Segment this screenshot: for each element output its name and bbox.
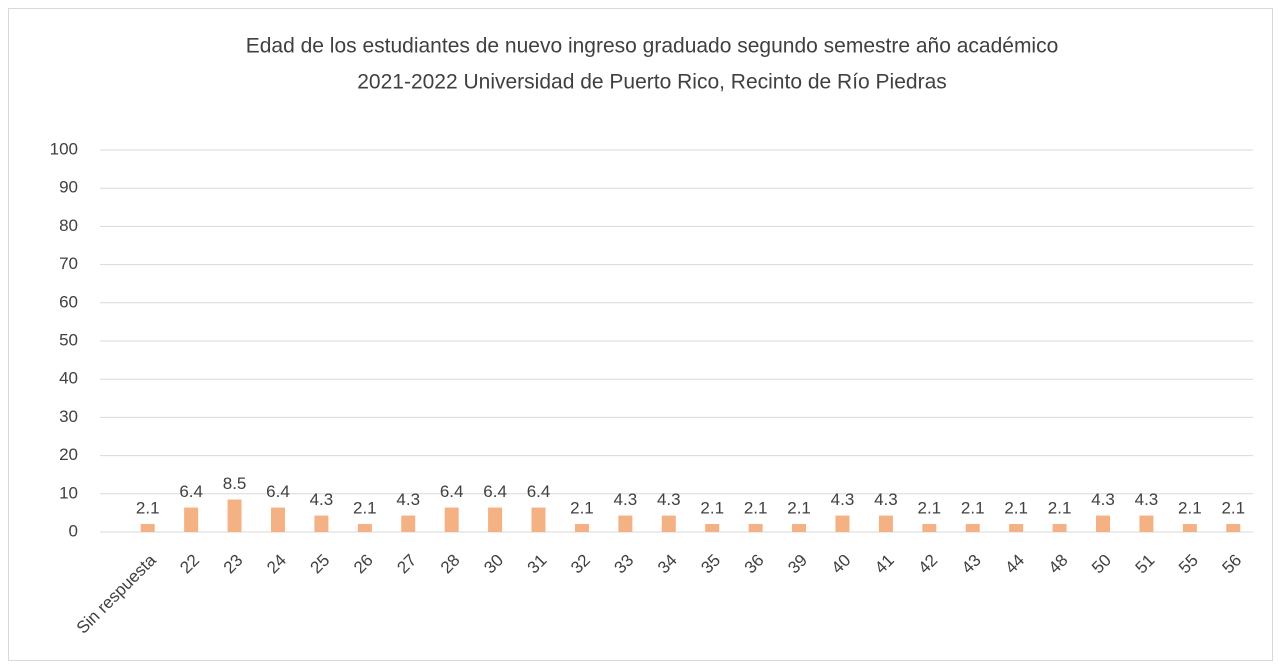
bar xyxy=(1052,523,1067,532)
data-label: 2.1 xyxy=(1221,498,1245,517)
bar xyxy=(1182,523,1197,532)
bar xyxy=(314,515,329,532)
bar xyxy=(140,523,155,532)
bar xyxy=(227,499,242,532)
y-tick-label: 40 xyxy=(59,369,78,388)
data-label: 2.1 xyxy=(1178,498,1202,517)
y-tick-label: 20 xyxy=(59,445,78,464)
y-tick-label: 0 xyxy=(69,521,78,540)
bar xyxy=(531,507,546,532)
data-label: 6.4 xyxy=(266,482,290,501)
bar xyxy=(184,507,199,532)
y-tick-label: 70 xyxy=(59,254,78,273)
bar xyxy=(705,523,720,532)
data-label: 4.3 xyxy=(1091,490,1115,509)
bar xyxy=(1096,515,1111,532)
data-label: 4.3 xyxy=(310,490,334,509)
bar xyxy=(922,523,937,532)
bar xyxy=(401,515,416,532)
bar xyxy=(618,515,633,532)
y-tick-label: 90 xyxy=(59,178,78,197)
y-tick-label: 80 xyxy=(59,216,78,235)
data-label: 6.4 xyxy=(483,482,507,501)
bar xyxy=(1139,515,1154,532)
bar xyxy=(488,507,503,532)
y-tick-label: 30 xyxy=(59,407,78,426)
data-label: 4.3 xyxy=(657,490,681,509)
bar xyxy=(792,523,807,532)
y-tick-label: 10 xyxy=(59,483,78,502)
data-label: 4.3 xyxy=(614,490,638,509)
bar xyxy=(574,523,589,532)
data-label: 6.4 xyxy=(440,482,464,501)
chart-frame xyxy=(8,8,1273,661)
bar xyxy=(835,515,850,532)
data-label: 2.1 xyxy=(700,498,724,517)
data-label: 2.1 xyxy=(787,498,811,517)
bar xyxy=(1009,523,1024,532)
data-label: 4.3 xyxy=(874,490,898,509)
data-label: 2.1 xyxy=(570,498,594,517)
data-label: 2.1 xyxy=(744,498,768,517)
bar xyxy=(357,523,372,532)
data-label: 4.3 xyxy=(396,490,420,509)
data-label: 2.1 xyxy=(1004,498,1028,517)
bar xyxy=(965,523,980,532)
y-tick-label: 60 xyxy=(59,292,78,311)
data-label: 6.4 xyxy=(527,482,551,501)
bar xyxy=(444,507,459,532)
chart-title: 2021-2022 Universidad de Puerto Rico, Re… xyxy=(357,71,947,94)
bar xyxy=(878,515,893,532)
data-label: 2.1 xyxy=(918,498,942,517)
data-label: 2.1 xyxy=(136,498,160,517)
data-label: 2.1 xyxy=(1048,498,1072,517)
data-label: 2.1 xyxy=(961,498,985,517)
data-label: 4.3 xyxy=(831,490,855,509)
data-label: 4.3 xyxy=(1135,490,1159,509)
data-label: 6.4 xyxy=(179,482,203,501)
data-label: 8.5 xyxy=(223,474,247,493)
bar xyxy=(1226,523,1241,532)
y-tick-label: 100 xyxy=(50,139,78,158)
bar xyxy=(661,515,676,532)
data-label: 2.1 xyxy=(353,498,377,517)
bar xyxy=(270,507,285,532)
bar xyxy=(748,523,763,532)
chart-title: Edad de los estudiantes de nuevo ingreso… xyxy=(246,35,1059,58)
y-tick-label: 50 xyxy=(59,330,78,349)
